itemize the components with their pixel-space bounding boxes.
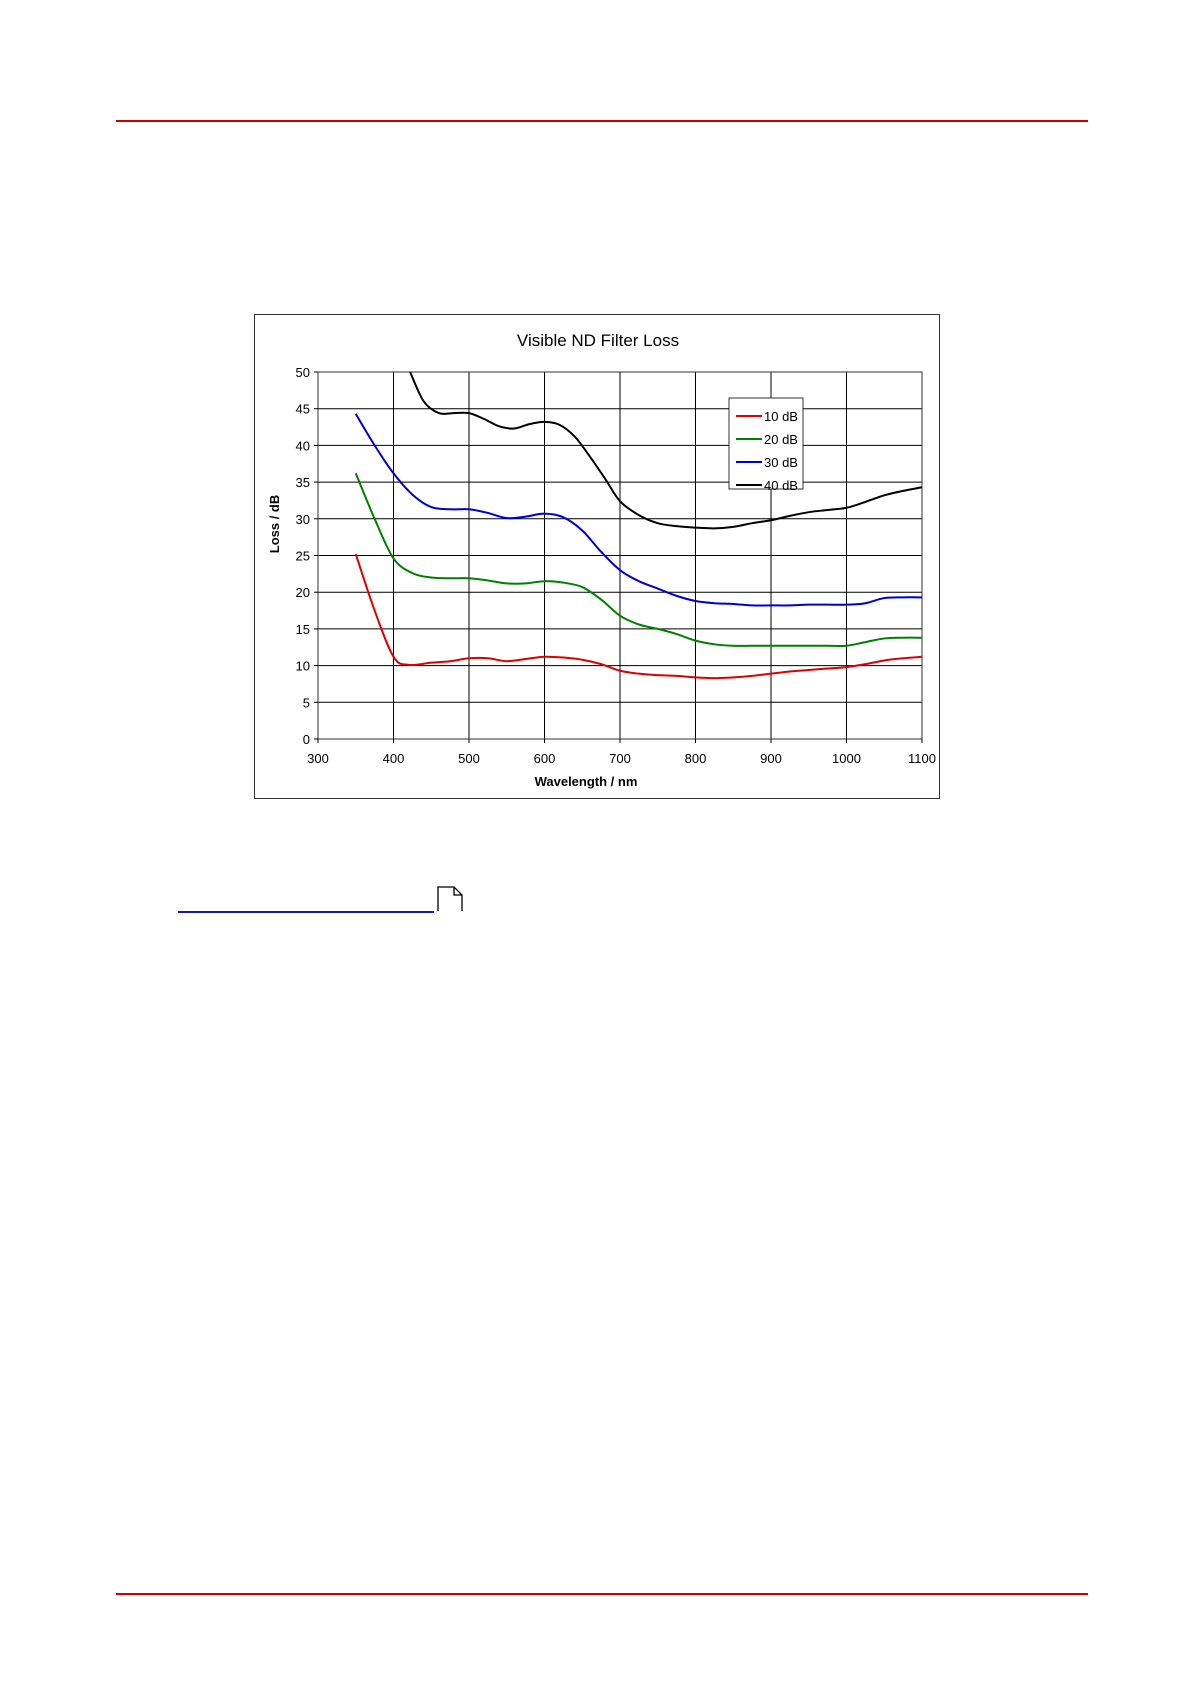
footnote-separator bbox=[178, 911, 434, 913]
legend-label: 10 dB bbox=[764, 409, 798, 424]
y-tick-label: 40 bbox=[296, 438, 310, 453]
y-tick-label: 0 bbox=[303, 732, 310, 747]
legend-label: 30 dB bbox=[764, 455, 798, 470]
x-tick-label: 500 bbox=[458, 751, 480, 766]
series-line-40-db bbox=[409, 372, 922, 530]
x-tick-label: 900 bbox=[760, 751, 782, 766]
x-tick-label: 300 bbox=[307, 751, 329, 766]
legend-label: 40 dB bbox=[764, 478, 798, 493]
x-tick-label: 600 bbox=[534, 751, 556, 766]
y-axis-label: Loss / dB bbox=[267, 495, 282, 554]
grid bbox=[317, 371, 923, 740]
y-tick-label: 15 bbox=[296, 622, 310, 637]
chart-title: Visible ND Filter Loss bbox=[517, 331, 679, 350]
y-tick-label: 50 bbox=[296, 365, 310, 380]
chart: Visible ND Filter Loss 300 400 500 600 700 80… bbox=[267, 331, 936, 789]
legend: 10 dB 20 dB 30 dB 40 dB bbox=[728, 397, 804, 493]
footer-rule bbox=[116, 1593, 1088, 1595]
header-rule bbox=[116, 120, 1088, 122]
x-axis-label: Wavelength / nm bbox=[535, 774, 638, 789]
legend-box bbox=[728, 397, 804, 490]
series-line-30-db bbox=[354, 413, 922, 607]
series-line-10-db bbox=[354, 553, 922, 680]
y-tick-label: 30 bbox=[296, 512, 310, 527]
y-tick-label: 10 bbox=[296, 659, 310, 674]
legend-label: 20 dB bbox=[764, 432, 798, 447]
series-line-20-db bbox=[354, 472, 922, 648]
y-axis-ticks: 0 5 10 15 20 25 30 35 40 45 50 bbox=[296, 365, 318, 747]
series-group bbox=[354, 372, 922, 680]
y-tick-label: 20 bbox=[296, 585, 310, 600]
x-tick-label: 1000 bbox=[832, 751, 861, 766]
document-icon bbox=[437, 886, 463, 911]
y-tick-label: 45 bbox=[296, 402, 310, 417]
x-tick-label: 1100 bbox=[908, 751, 936, 766]
chart-frame: Visible ND Filter Loss 300 400 500 600 700 80… bbox=[254, 314, 940, 799]
y-tick-label: 5 bbox=[303, 695, 310, 710]
x-tick-label: 800 bbox=[685, 751, 707, 766]
x-axis-ticks: 300 400 500 600 700 800 900 1000 1100 bbox=[307, 739, 936, 766]
y-tick-label: 25 bbox=[296, 549, 310, 564]
x-tick-label: 400 bbox=[383, 751, 405, 766]
x-tick-label: 700 bbox=[609, 751, 631, 766]
y-tick-label: 35 bbox=[296, 475, 310, 490]
